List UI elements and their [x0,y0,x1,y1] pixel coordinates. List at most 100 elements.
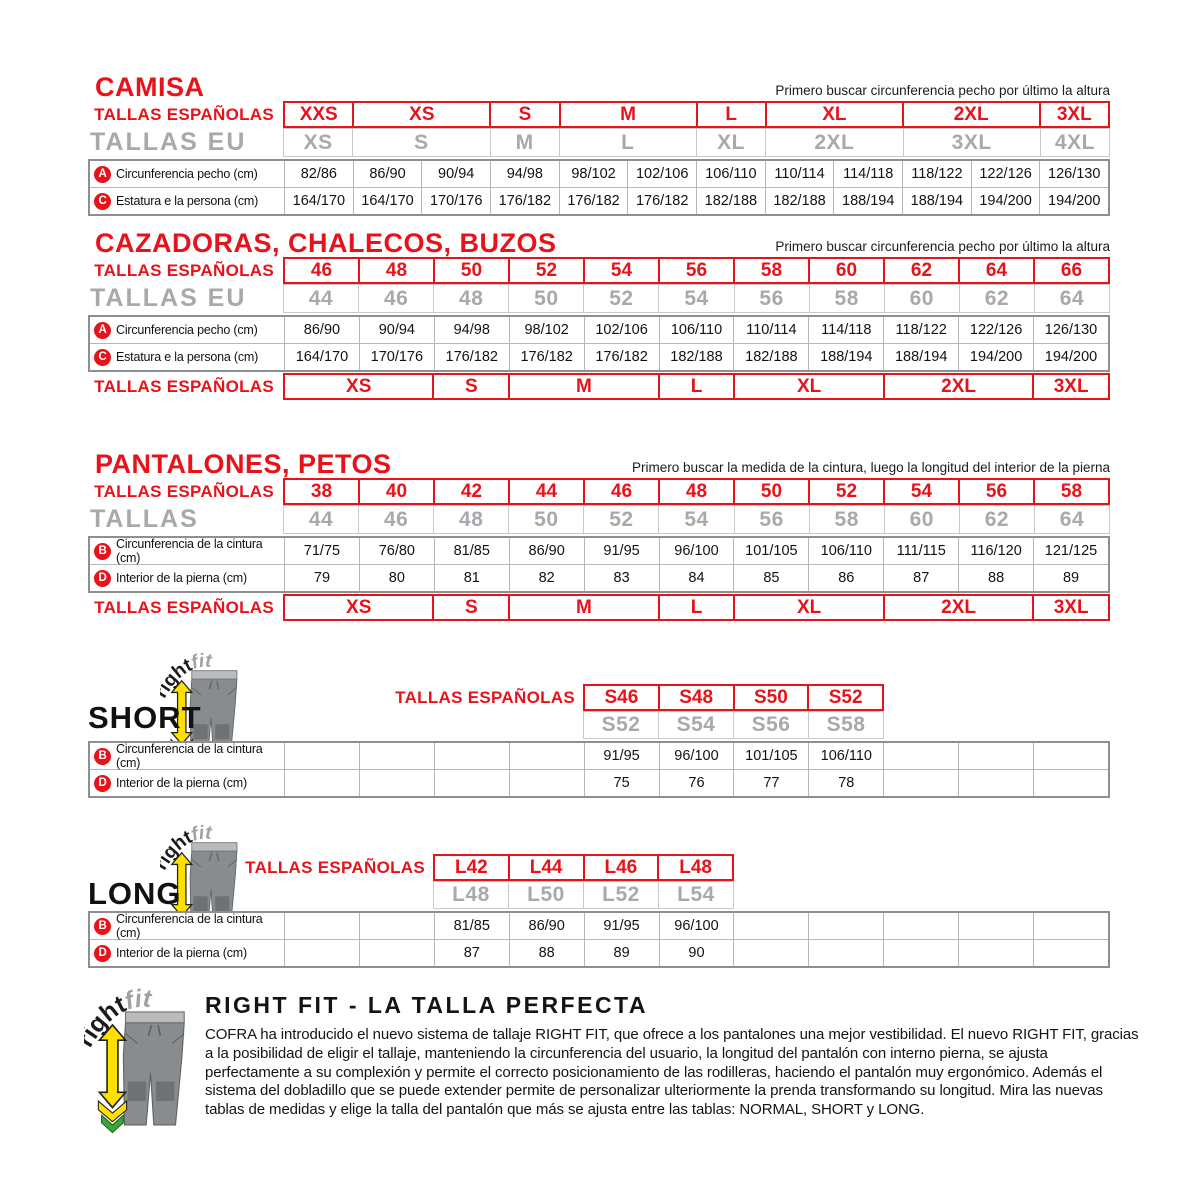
size-eu-cell: S58 [808,711,884,739]
camisa-data-table: A Circunferencia pecho (cm) 82/86 86/90 90… [88,159,1110,216]
size-eu-cell: 46 [358,505,435,534]
value-cell: 188/194 [808,344,883,370]
letter-b-badge: B [94,917,111,935]
short-section: SHORT TALLAS ESPAÑOLAS S46 S48 S50 S52 S52 S… [88,684,1110,798]
short-data-table: B Circunferencia de la cintura (cm) 91/9… [88,741,1110,798]
eu-sizes-label: TALLAS EU [90,284,247,312]
value-cell: 91/95 [583,913,659,939]
row-values: 79 80 81 82 83 84 85 86 87 88 89 [285,565,1108,591]
table-row: D Interior de la pierna (cm) 79 80 81 82 83 8… [90,564,1108,591]
size-es-cell: L42 [433,854,510,881]
row-label: C Estatura e la persona (cm) [90,188,285,214]
value-cell: 122/126 [970,161,1040,187]
size-es-cell: 58 [733,257,810,284]
camisa-title: CAMISA [95,72,205,102]
size-es-cell: 60 [808,257,885,284]
row-values: 164/170 170/176 176/182 176/182 176/182 182/1… [285,344,1108,370]
row-label: B Circunferencia de la cintura (cm) [90,537,285,565]
value-cell: 164/170 [295,349,349,365]
value-cell: 83 [583,565,659,591]
row-values: 75 76 77 78 [285,770,1108,796]
value-cell [358,913,434,939]
size-eu-cell: L50 [508,881,584,909]
value-cell: 98/102 [558,161,628,187]
value-cell: 77 [733,770,808,796]
table-row: C Estatura e la persona (cm) 164/170 170/… [90,343,1108,370]
value-cell: 126/130 [1039,161,1108,187]
pantalones-eu-sizes: 44 46 48 50 52 54 56 58 60 62 64 [283,505,1111,534]
size-eu-cell: 3XL [902,128,1041,157]
short-es-sizes: S46 S48 S50 S52 [583,684,884,711]
size-eu-cell: 2XL [765,128,904,157]
size-eu-cell: L48 [433,881,509,909]
letter-b-badge: B [94,747,111,765]
row-values: 91/95 96/100 101/105 106/110 [285,743,1108,769]
size-eu-cell: 58 [808,284,885,313]
size-es-cell: 58 [1033,478,1110,505]
value-cell [1033,940,1108,966]
size-eu-cell: L54 [658,881,734,909]
size-eu-cell: M [489,128,560,157]
size-es-cell: 2XL [901,101,1041,128]
size-eu-cell: 50 [508,505,585,534]
eu-sizes-label: TALLAS EU [90,128,247,156]
value-cell [508,770,584,796]
value-cell [958,940,1033,966]
size-letter-cell: L [657,594,736,621]
row-label-text: Interior de la pierna (cm) [116,946,247,960]
value-cell: 76 [658,770,734,796]
value-cell: 94/98 [433,317,509,343]
rightfit-paragraph: COFRA ha introducido el nuevo sistema de… [205,1026,1139,1118]
size-eu-cell: 44 [283,284,360,313]
value-cell: 86/90 [508,913,584,939]
value-cell [358,770,434,796]
table-row: D Interior de la pierna (cm) 87 88 89 90 [90,939,1108,966]
size-es-cell: S50 [732,684,810,711]
row-label: C Estatura e la persona (cm) [90,344,285,370]
value-cell: 86/90 [352,161,422,187]
letter-a-badge: A [94,321,111,339]
row-label-text: Circunferencia de la cintura (cm) [116,537,263,565]
value-cell [883,743,958,769]
value-cell: 176/182 [627,188,696,214]
value-cell: 106/110 [808,538,883,564]
size-es-cell: 54 [883,478,960,505]
table-row: C Estatura e la persona (cm) 164/170 164/… [90,187,1108,214]
row-label: A Circunferencia pecho (cm) [90,317,285,343]
row-label: B Circunferencia de la cintura (cm) [90,912,285,940]
value-cell: 87 [433,940,509,966]
size-eu-cell: 60 [883,505,960,534]
row-label-text: Estatura e la persona (cm) [116,350,259,364]
value-cell [883,940,958,966]
size-eu-cell: 54 [658,505,735,534]
pantalones-section: PANTALONES, PETOS Primero buscar la medi… [88,448,1111,621]
value-cell: 89 [1033,565,1108,591]
size-es-cell: 56 [658,257,735,284]
value-cell: 194/200 [1039,188,1108,214]
table-row: A Circunferencia pecho (cm) 82/86 86/90 90… [90,161,1108,187]
value-cell: 164/170 [352,188,422,214]
value-cell: 102/106 [627,161,696,187]
size-letter-cell: M [508,373,660,400]
size-es-cell: S46 [583,684,660,711]
size-eu-cell: 50 [508,284,585,313]
size-eu-cell: 54 [658,284,735,313]
value-cell [883,913,958,939]
size-es-cell: L [695,101,767,128]
value-cell: 82/86 [300,166,337,182]
cazadoras-eu-header-row: TALLAS EU 44 46 48 50 52 54 56 58 60 62 64 [88,284,1111,313]
value-cell: 122/126 [958,317,1033,343]
value-cell: 101/105 [733,538,808,564]
size-es-cell: L44 [507,854,585,881]
cazadoras-es-header-row: TALLAS ESPAÑOLAS 46 48 50 52 54 56 58 60 62 64 66 [88,257,1110,284]
value-cell: 194/200 [1033,344,1108,370]
value-cell [358,743,434,769]
value-cell [508,743,584,769]
value-cell: 176/182 [558,188,628,214]
value-cell: 176/182 [490,188,559,214]
row-label-text: Interior de la pierna (cm) [116,571,247,585]
value-cell: 71/75 [303,543,341,559]
value-cell [1033,743,1108,769]
row-label: A Circunferencia pecho (cm) [90,161,285,187]
size-eu-cell: XS [283,128,354,157]
